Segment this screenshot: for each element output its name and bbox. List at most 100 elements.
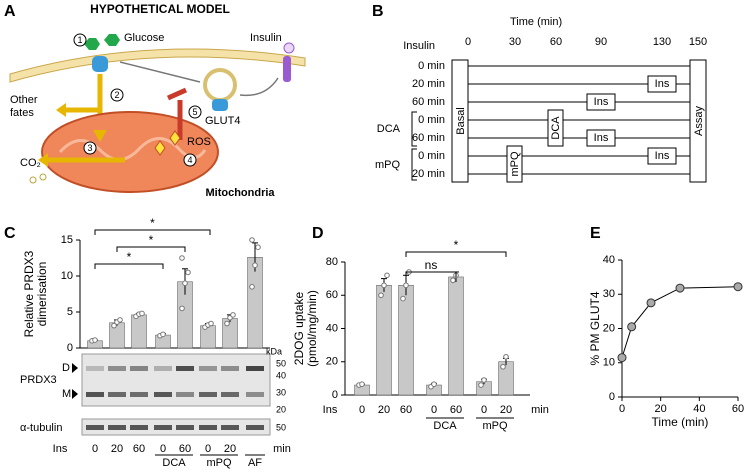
dca-label: DCA — [550, 116, 562, 140]
blot-image — [81, 353, 271, 407]
data-point — [617, 353, 627, 363]
step-circle — [183, 153, 197, 167]
x-tick-label: 20 — [378, 404, 390, 416]
significance-bracket — [405, 251, 507, 257]
significance-label: ns — [425, 258, 438, 272]
ins-label: Ins — [594, 96, 609, 108]
y-tick-label: 40 — [603, 254, 615, 266]
y-tick-label: 0 — [609, 391, 615, 403]
group-label: mPQ — [482, 420, 508, 432]
time-tick: 60 — [550, 36, 562, 48]
data-point — [160, 331, 166, 338]
insulin-receptor — [283, 56, 291, 82]
bubble — [39, 173, 47, 181]
significance-label: * — [127, 250, 132, 264]
kda-label: kDa — [266, 346, 282, 356]
blot-band — [221, 425, 239, 430]
dca-box — [547, 109, 564, 147]
mito-label: Mitochondria — [205, 187, 275, 199]
data-point — [224, 320, 230, 327]
y-tick-label: 15 — [61, 234, 73, 246]
blot-band — [176, 425, 194, 430]
y-tick-label: 5 — [67, 306, 73, 318]
glucose-icon — [84, 38, 100, 50]
ins-label: Ins — [655, 78, 670, 90]
blot-band — [108, 366, 126, 371]
data-point — [117, 317, 123, 323]
panel-label: A — [4, 3, 16, 20]
inhibition-bar — [166, 87, 188, 101]
time-tick: 130 — [653, 36, 671, 48]
blot-band — [108, 392, 126, 397]
x-tick-label: 0 — [431, 404, 437, 416]
bar — [448, 276, 464, 396]
step-number: 2 — [114, 90, 119, 100]
data-point — [255, 244, 261, 250]
step-number: 1 — [77, 35, 82, 45]
significance-bracket — [405, 271, 457, 277]
panel-label: C — [4, 225, 16, 242]
data-point — [500, 363, 506, 370]
data-point — [249, 284, 255, 290]
bar — [200, 325, 216, 349]
data-point — [92, 337, 98, 343]
row-label: 20 min — [412, 168, 445, 180]
blot-band — [154, 366, 172, 371]
group-label: DCA — [162, 457, 186, 469]
monomer-arrow — [72, 389, 78, 399]
time-tick: 30 — [509, 36, 521, 48]
y-tick-label: 60 — [326, 289, 338, 301]
panel-label: D — [312, 225, 324, 242]
x-tick-label: 60 — [450, 404, 462, 416]
timeline: Time (min) Insulin Basal Assay DCA mPQ 0… — [375, 16, 707, 183]
marker-label: 40 — [276, 370, 286, 380]
data-point — [179, 305, 185, 312]
ins-label: Ins — [655, 150, 670, 162]
blot-band — [130, 366, 148, 371]
ins-box — [586, 93, 616, 111]
row-label: 60 min — [412, 96, 445, 108]
data-point — [646, 298, 656, 308]
x-unit: min — [531, 404, 549, 416]
x-unit: min — [273, 443, 291, 455]
x-tick-label: 0 — [481, 404, 487, 416]
group-label: mPQ — [206, 457, 232, 469]
assay-box — [689, 59, 707, 183]
step-number: 4 — [187, 155, 192, 165]
x-tick-label: 0 — [359, 404, 365, 416]
data-point — [431, 381, 437, 387]
y-tick-label: 10 — [61, 270, 73, 282]
significance-label: * — [149, 233, 154, 247]
time-tick: 0 — [465, 36, 471, 48]
data-point — [503, 353, 509, 360]
bar — [131, 314, 147, 349]
data-point — [400, 295, 406, 302]
data-point — [378, 292, 384, 299]
ins-box — [647, 75, 677, 93]
group-label: AF — [248, 457, 262, 469]
ins-label: Ins — [594, 132, 609, 144]
group-bracket — [411, 111, 417, 181]
insulin-icon — [283, 42, 295, 54]
time-tick: 90 — [595, 36, 607, 48]
step-number: 5 — [192, 107, 197, 117]
x-tick-label: 40 — [693, 403, 705, 415]
step-circle — [110, 88, 124, 102]
blot-band — [246, 366, 264, 371]
data-point — [185, 269, 191, 276]
blot-band — [176, 366, 194, 371]
blot-band — [199, 366, 217, 371]
blot-band — [221, 392, 239, 397]
data-point — [252, 262, 258, 269]
blot-band — [221, 366, 239, 371]
other-fates: Other — [10, 94, 38, 106]
group-label: mPQ — [375, 159, 401, 171]
glucose-label: Glucose — [124, 32, 164, 44]
x-tick-label: 20 — [655, 403, 667, 415]
vesicle — [203, 68, 237, 102]
x-title: Ins — [323, 404, 338, 416]
blot-band — [86, 425, 104, 430]
data-point — [359, 381, 365, 387]
y-axis-label: 2DOG uptake — [292, 291, 306, 365]
